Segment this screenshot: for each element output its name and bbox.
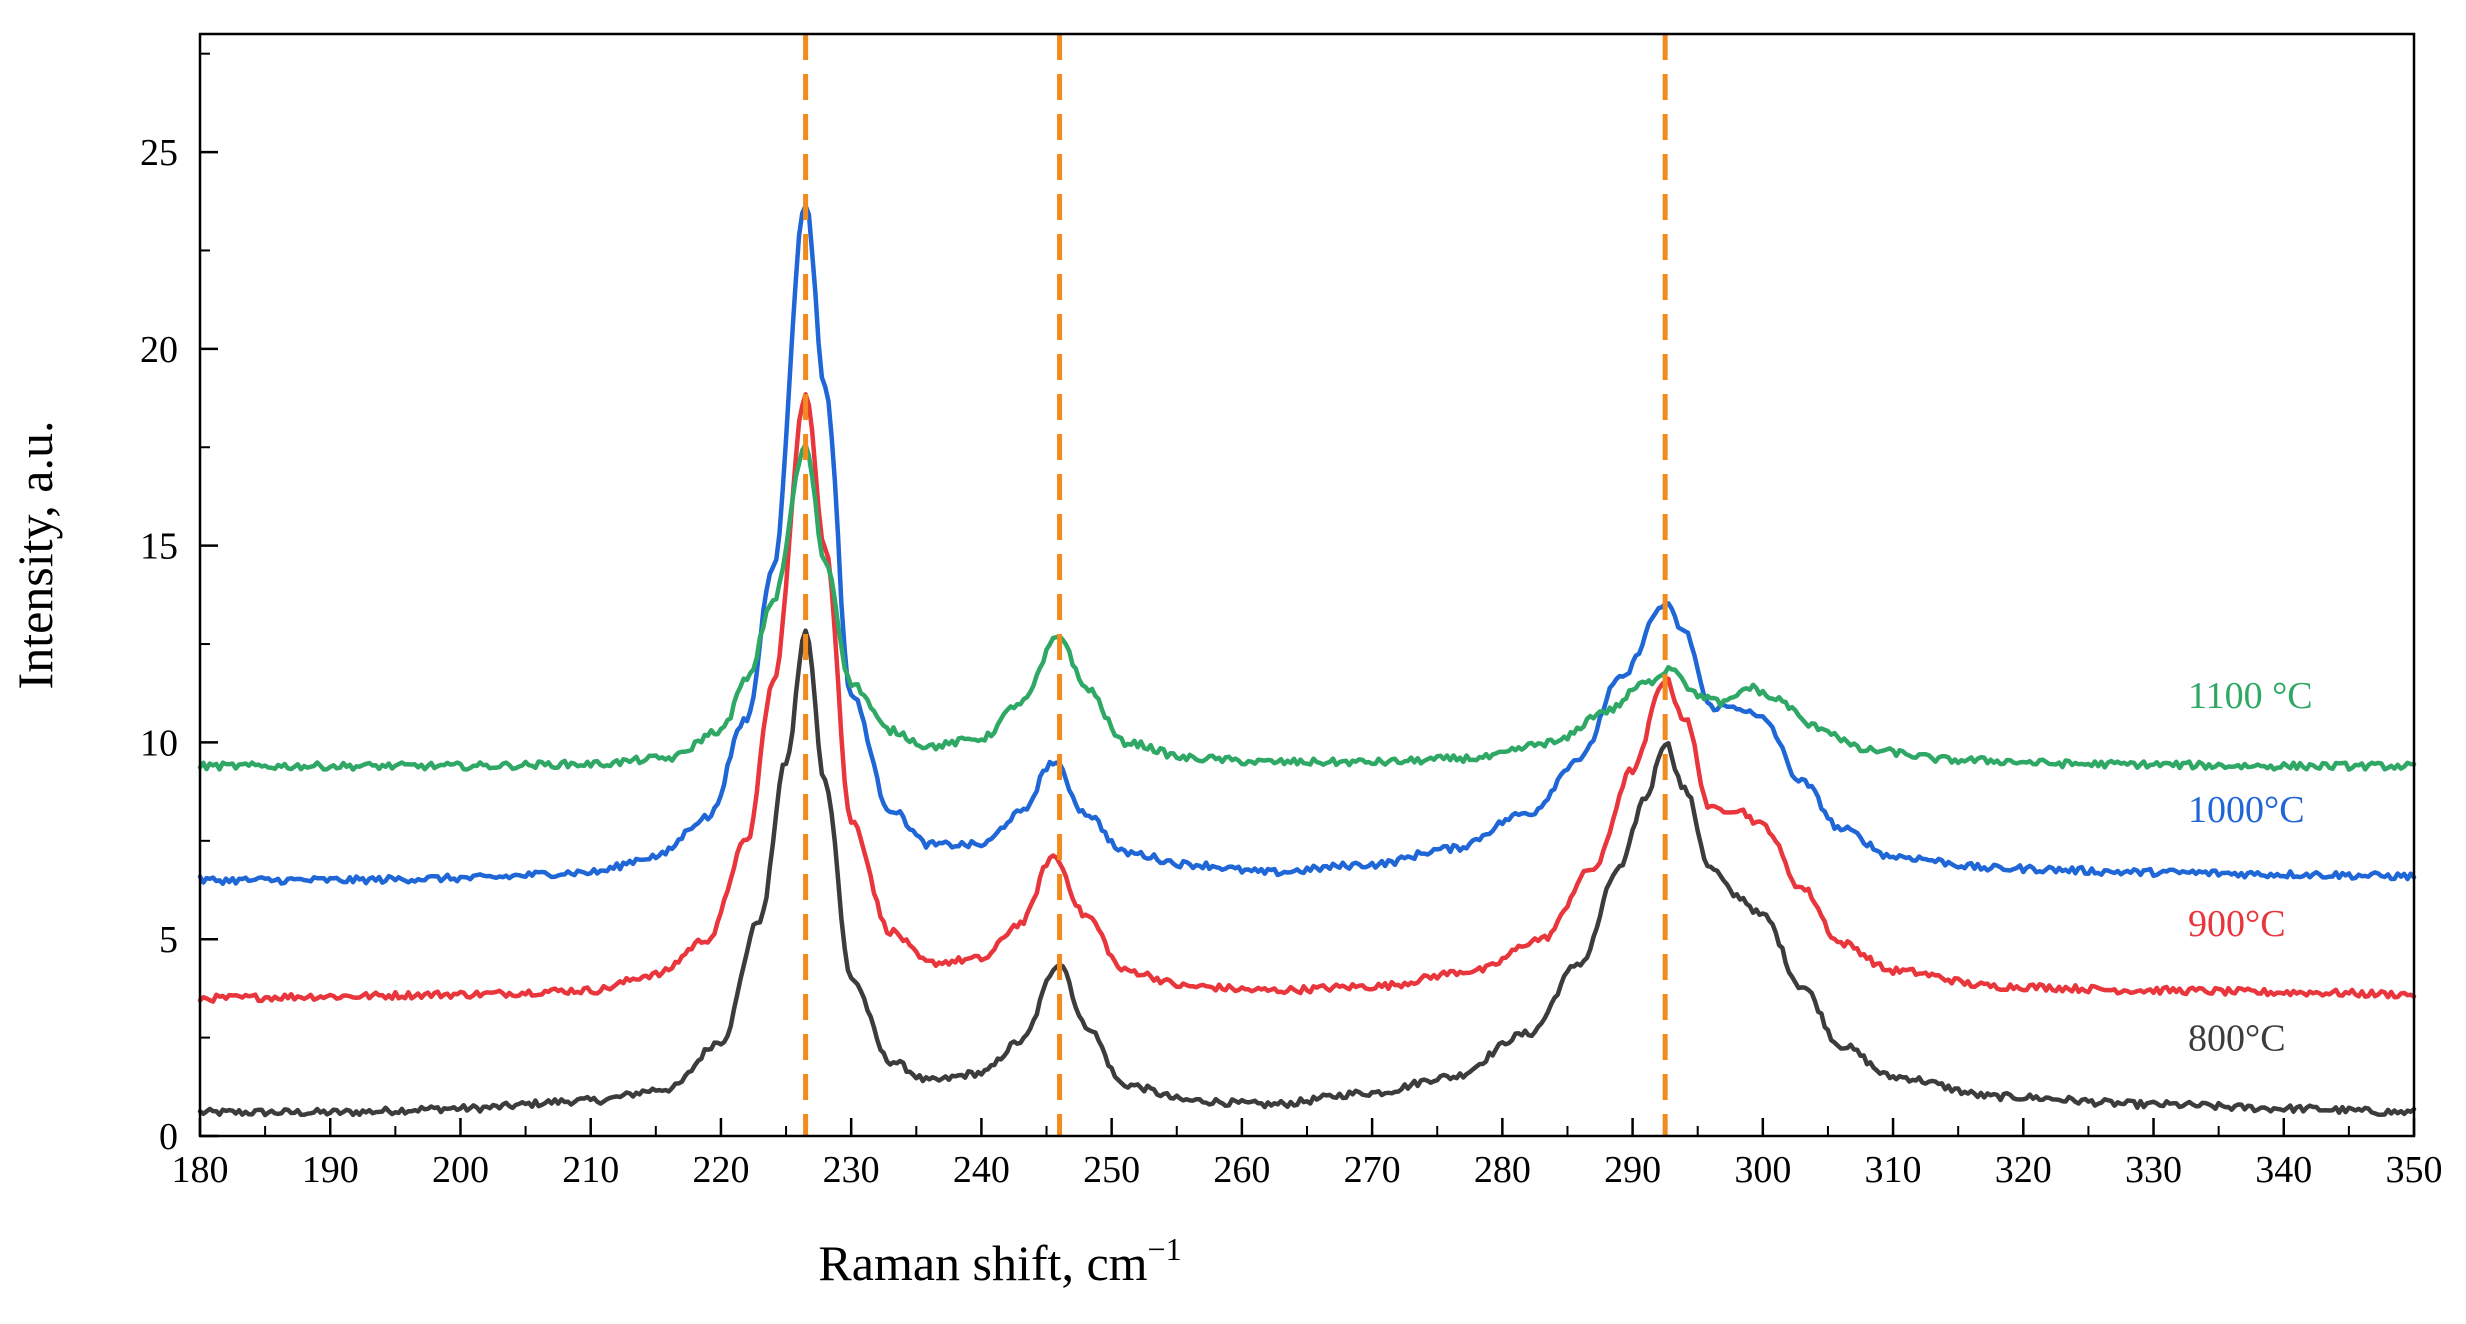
y-tick-label: 15 — [140, 526, 178, 568]
x-tick-label: 350 — [2386, 1149, 2443, 1191]
x-tick-label: 190 — [302, 1149, 359, 1191]
x-tick-label: 240 — [953, 1149, 1010, 1191]
y-tick-label: 5 — [159, 919, 178, 961]
x-tick-label: 330 — [2125, 1149, 2182, 1191]
x-tick-label: 280 — [1474, 1149, 1531, 1191]
series-label-1100C: 1100 °C — [2188, 675, 2313, 717]
y-tick-label: 20 — [140, 329, 178, 371]
x-tick-label: 310 — [1865, 1149, 1922, 1191]
reference-lines — [803, 34, 1668, 1136]
x-axis-title-sup: −1 — [1148, 1231, 1182, 1267]
x-tick-label: 290 — [1604, 1149, 1661, 1191]
series-label-1000C: 1000°C — [2188, 789, 2305, 831]
series-labels: 800°C 900°C 1000°C 1100 °C — [2188, 675, 2313, 1059]
x-tick-label: 320 — [1995, 1149, 2052, 1191]
y-tick-label: 25 — [140, 132, 178, 174]
x-axis-title-main: Raman shift, cm — [818, 1235, 1147, 1291]
x-tick-label: 210 — [562, 1149, 619, 1191]
x-tick-label: 260 — [1213, 1149, 1270, 1191]
y-tick-label: 10 — [140, 722, 178, 764]
x-tick-label: 340 — [2255, 1149, 2312, 1191]
x-tick-label: 220 — [692, 1149, 749, 1191]
series-line-800C — [197, 628, 2417, 1118]
x-tick-label: 250 — [1083, 1149, 1140, 1191]
axes: 180 190 200 210 220 230 240 250 260 270 280 290 300 3… — [140, 32, 2443, 1191]
plot-frame — [198, 32, 2416, 1138]
series-line-1100C — [197, 442, 2417, 772]
x-tick-label: 300 — [1734, 1149, 1791, 1191]
x-tick-label: 230 — [823, 1149, 880, 1191]
x-tick-label: 200 — [432, 1149, 489, 1191]
y-tick-label: 0 — [159, 1116, 178, 1158]
series-label-900C: 900°C — [2188, 903, 2286, 945]
series-label-800C: 800°C — [2188, 1017, 2286, 1059]
series-line-900C — [197, 392, 2417, 1004]
y-axis-title: Intensity, a.u. — [7, 421, 63, 690]
series-line-1000C — [197, 203, 2417, 886]
x-axis-title: Raman shift, cm−1 — [818, 1231, 1181, 1291]
plot-area — [197, 203, 2417, 1118]
x-tick-label: 270 — [1344, 1149, 1401, 1191]
x-tick-label: 180 — [172, 1149, 229, 1191]
